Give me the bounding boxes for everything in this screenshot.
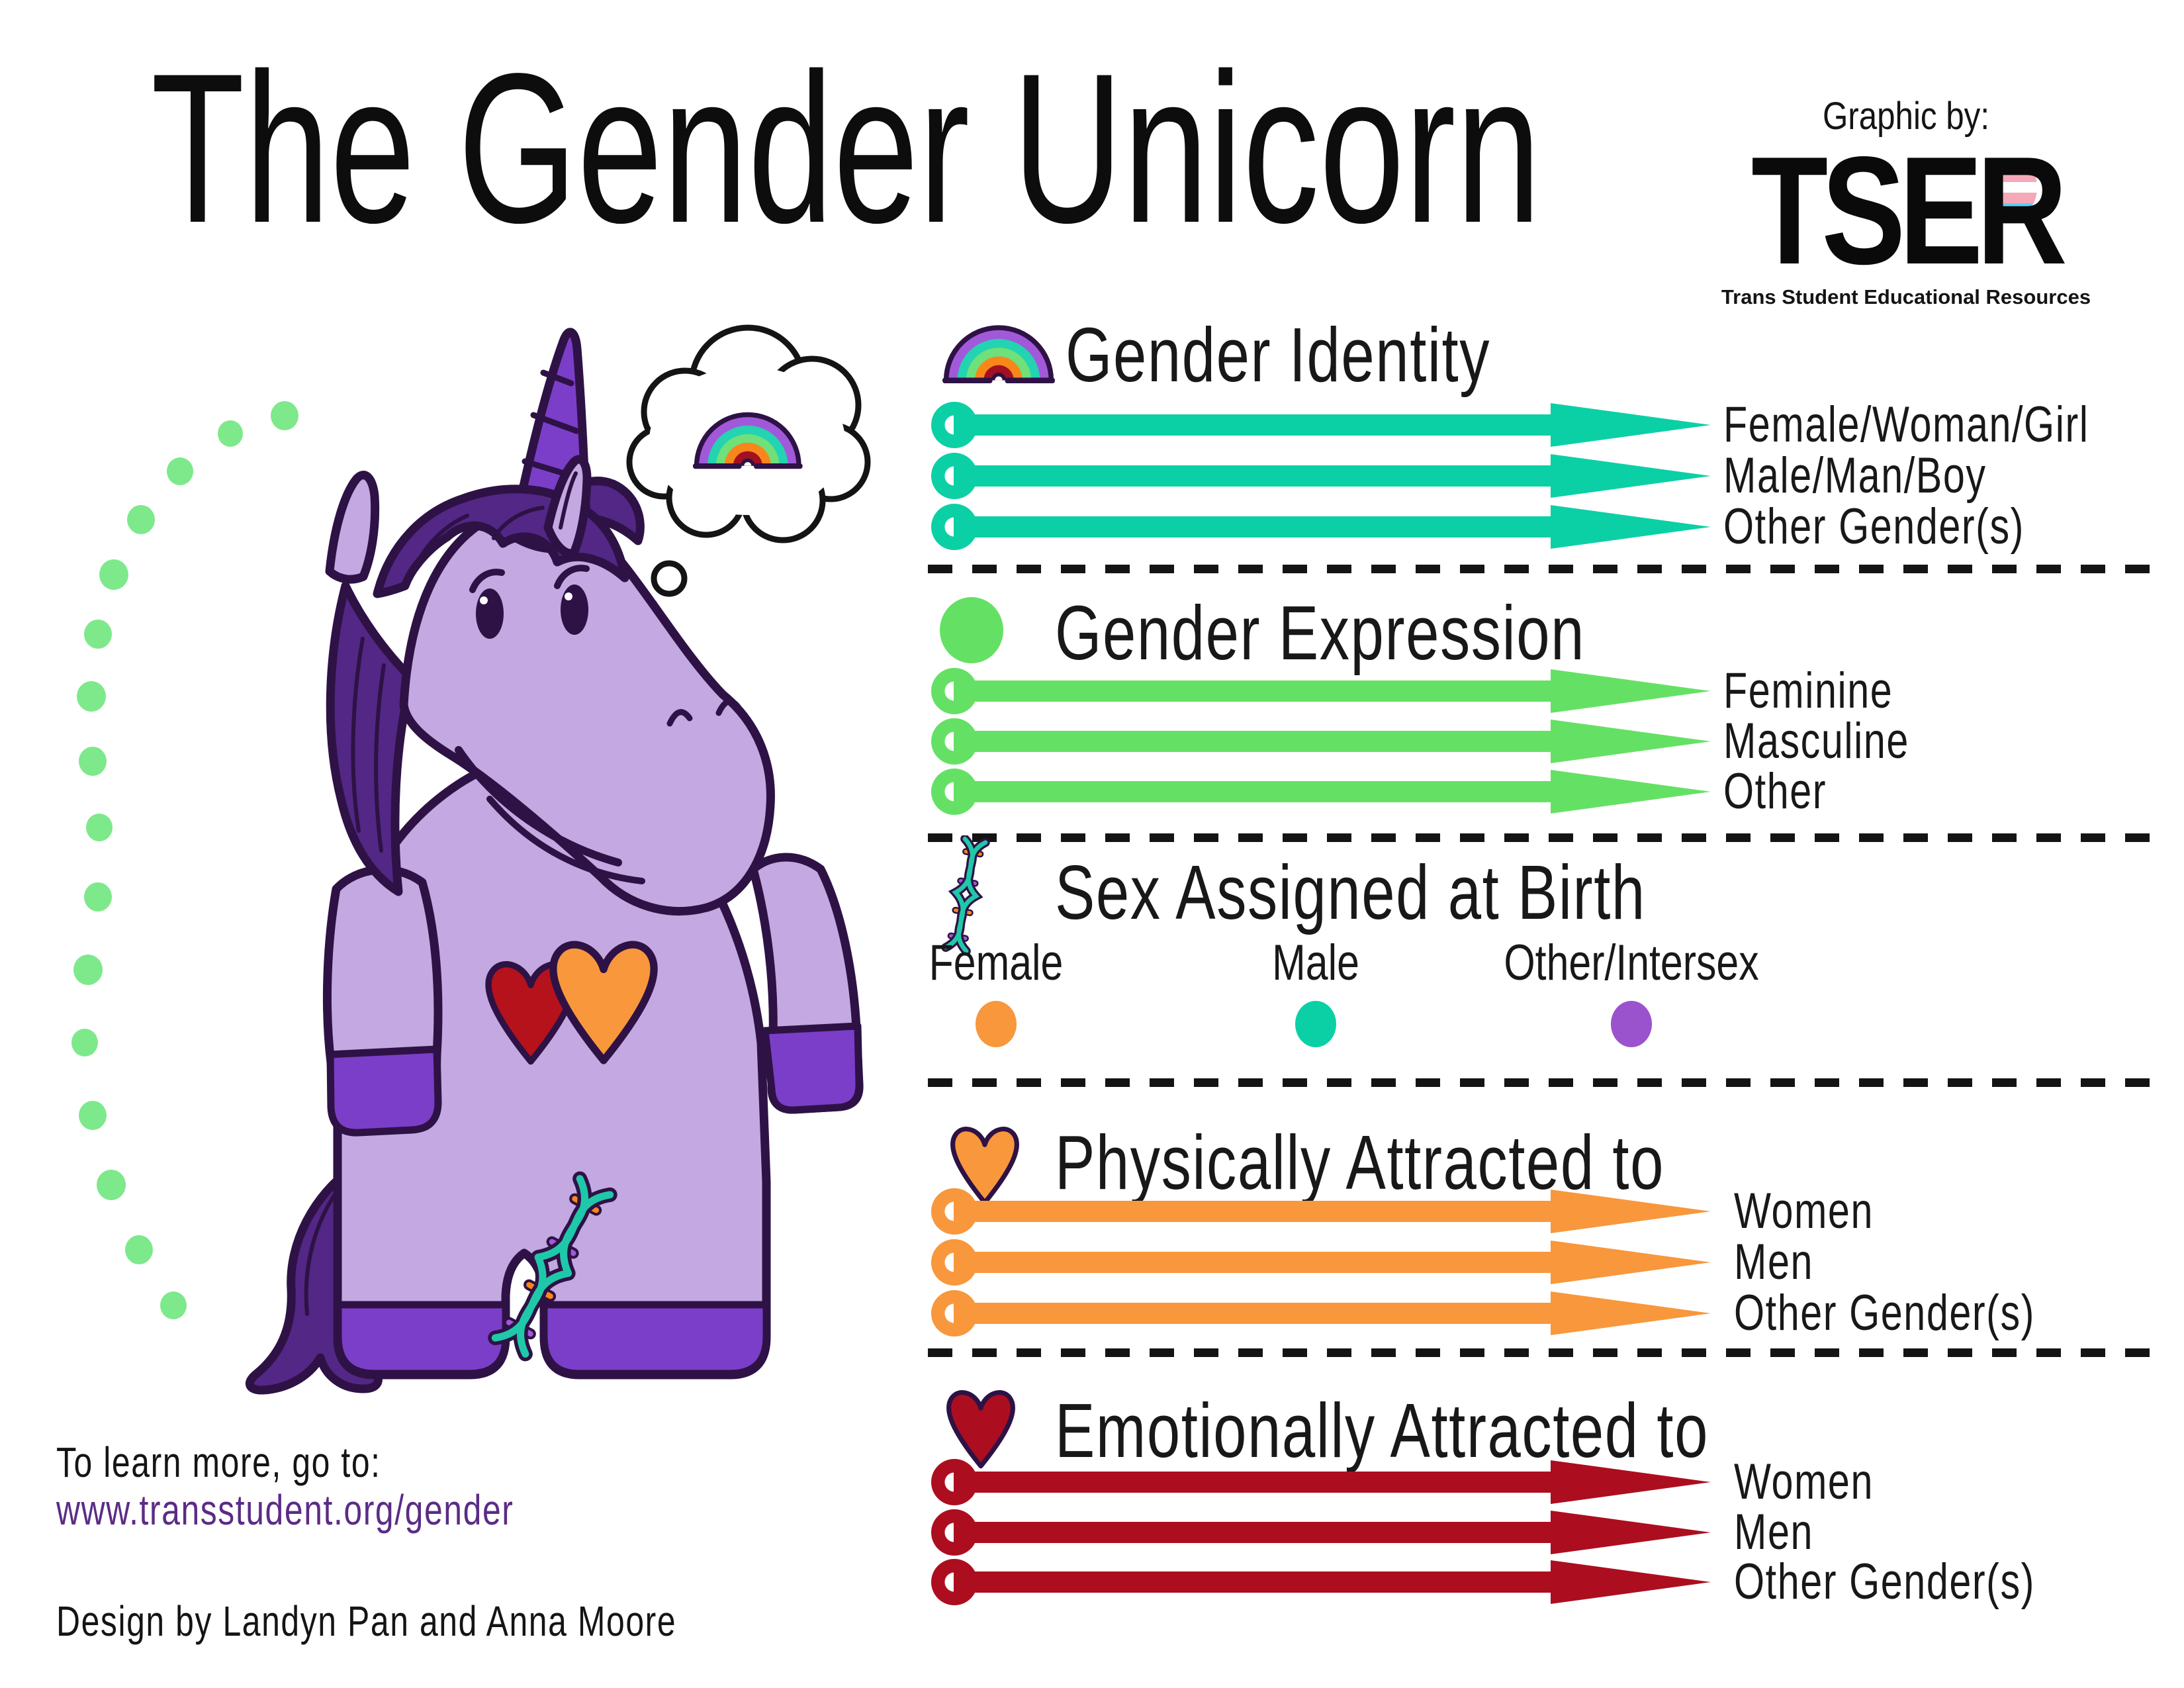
green-dots-arc	[71, 401, 298, 1319]
spectrum-arrow	[931, 1226, 1711, 1299]
spectrum-arrow	[931, 705, 1711, 778]
tser-acronym: TSER	[1751, 125, 2068, 297]
arrow-label: Men	[1734, 1504, 1813, 1560]
unicorn-eyes	[476, 585, 588, 639]
spectrum-arrow	[931, 655, 1711, 727]
spectrum-arrow	[931, 491, 1711, 563]
dashed-separator	[928, 833, 2151, 842]
arrow-label: Women	[1734, 1454, 1874, 1510]
sex-option-label: Male	[1272, 935, 1359, 991]
dashed-separator	[928, 1348, 2151, 1357]
spectrum-arrow	[931, 1446, 1711, 1519]
arrow-label: Female/Woman/Girl	[1723, 397, 2089, 453]
other-intersex-dot	[1611, 1001, 1652, 1047]
learn-more-label: To learn more, go to:	[56, 1438, 381, 1486]
sex-option-label: Female	[929, 935, 1064, 991]
tser-tagline: Trans Student Educational Resources	[1721, 285, 2091, 309]
arrow-label: Other	[1723, 763, 1827, 820]
arrow-label: Other Gender(s)	[1723, 498, 2025, 555]
page-title: The Gender Unicorn	[151, 30, 1541, 267]
spectrum-arrow	[931, 1277, 1711, 1350]
arrow-label: Other Gender(s)	[1734, 1554, 2035, 1610]
arrow-label: Masculine	[1723, 713, 1909, 769]
dashed-separator	[928, 1078, 2151, 1087]
arrow-label: Male/Man/Boy	[1723, 447, 1987, 504]
arrow-label: Men	[1734, 1234, 1813, 1290]
spectrum-arrow	[931, 755, 1711, 828]
spectrum-arrow	[931, 1546, 1711, 1618]
section-title-gender-expression: Gender Expression	[1055, 590, 1586, 676]
section-title-sex-assigned-at-birth: Sex Assigned at Birth	[1055, 849, 1646, 935]
tser-wordmark: TSER	[1751, 134, 2068, 288]
spectrum-arrow	[931, 440, 1711, 512]
section-title-physically-attracted: Physically Attracted to	[1055, 1119, 1664, 1205]
unicorn-illustration	[246, 328, 864, 1395]
section-title-gender-identity: Gender Identity	[1066, 312, 1491, 398]
trans-flag-icon	[1996, 161, 2037, 214]
section-title-emotionally-attracted: Emotionally Attracted to	[1055, 1387, 1709, 1474]
spectrum-arrow	[931, 389, 1711, 461]
website-link[interactable]: www.transstudent.org/gender	[56, 1486, 514, 1534]
arrow-label: Other Gender(s)	[1734, 1285, 2035, 1341]
graphic-by-label: Graphic by:	[1822, 95, 1990, 138]
arrow-label: Feminine	[1723, 663, 1893, 719]
tser-logo: Graphic by: TSER Trans Student Education…	[1707, 94, 2105, 309]
design-credit: Design by Landyn Pan and Anna Moore	[56, 1597, 677, 1645]
dashed-separator	[928, 565, 2151, 573]
rainbow-icon	[942, 325, 1055, 384]
arrow-label: Women	[1734, 1183, 1874, 1239]
female-dot	[976, 1001, 1017, 1047]
spectrum-arrow	[931, 1496, 1711, 1569]
male-dot	[1295, 1001, 1336, 1047]
green-circle-icon	[940, 597, 1003, 663]
thought-bubble	[623, 324, 871, 637]
sex-option-label: Other/Intersex	[1504, 935, 1759, 991]
spectrum-arrow	[931, 1175, 1711, 1248]
